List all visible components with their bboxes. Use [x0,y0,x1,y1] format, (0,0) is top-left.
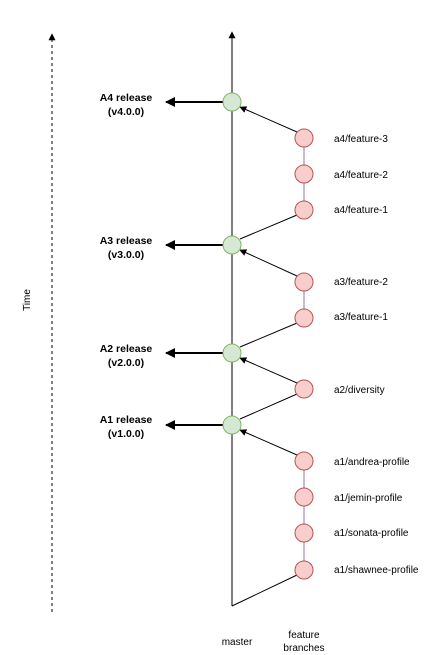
feature-node-a4-feature-1 [294,200,314,220]
branch-label-a1-andrea-profile: a1/andrea-profile [334,457,410,468]
branch-label-a4-feature-3: a4/feature-3 [334,134,388,145]
branch-edge-a2-diversity [239,393,298,420]
release-label-a3: A3 release [100,235,153,247]
branch-label-a4-feature-2: a4/feature-2 [334,170,388,181]
branch-label-a3-feature-1: a3/feature-1 [334,312,388,323]
branch-label-a1-sonata-profile: a1/sonata-profile [334,528,409,539]
release-label-a2: A2 release [100,343,153,355]
release-version-a4: (v4.0.0) [108,106,144,118]
release-label-a4: A4 release [100,92,153,104]
branch-label-a2-diversity: a2/diversity [334,385,385,396]
master-column-label: master [222,637,253,648]
feature-node-a1-sonata-profile [294,523,314,543]
master-node-a4 [222,92,242,112]
master-node-a2 [222,343,242,363]
branch-edge-a4-feature-1 [239,214,298,240]
feature-node-a1-andrea-profile [294,451,314,471]
feature-nodes [294,128,314,580]
feature-branch-labels: a4/feature-3 a4/feature-2 a4/feature-1 a… [334,134,419,576]
release-version-a3: (v3.0.0) [108,249,144,261]
master-nodes [222,92,242,435]
feature-node-a4-feature-3 [294,128,314,148]
merge-edge-a2-diversity [239,357,298,384]
merge-edge-a4-feature-3 [239,106,298,133]
release-version-a1: (v1.0.0) [108,428,144,440]
feature-node-a3-feature-2 [294,272,314,292]
branch-edge-a3-feature-1 [239,322,298,348]
release-version-a2: (v2.0.0) [108,357,144,369]
release-label-a1: A1 release [100,414,153,426]
branch-label-a1-shawnee-profile: a1/shawnee-profile [334,565,419,576]
merge-edges [231,106,298,607]
feature-node-a2-diversity [294,379,314,399]
feature-column-label-line1: feature [288,630,320,641]
feature-node-a1-jemin-profile [294,487,314,507]
feature-column-label-line2: branches [283,643,324,654]
time-axis-label: Time [22,289,33,311]
feature-node-a4-feature-2 [294,164,314,184]
branch-edge-a1-shawnee-profile [231,574,298,607]
release-arrows [165,97,223,430]
master-node-a3 [222,235,242,255]
branch-label-a4-feature-1: a4/feature-1 [334,205,388,216]
merge-edge-a3-feature-2 [239,249,298,277]
feature-node-a3-feature-1 [294,308,314,328]
merge-edge-a1-andrea-profile [239,429,298,456]
release-labels: A4 release (v4.0.0) A3 release (v3.0.0) … [100,92,153,440]
feature-node-a1-shawnee-profile [294,560,314,580]
master-node-a1 [222,415,242,435]
branch-label-a1-jemin-profile: a1/jemin-profile [334,493,403,504]
branch-label-a3-feature-2: a3/feature-2 [334,277,388,288]
